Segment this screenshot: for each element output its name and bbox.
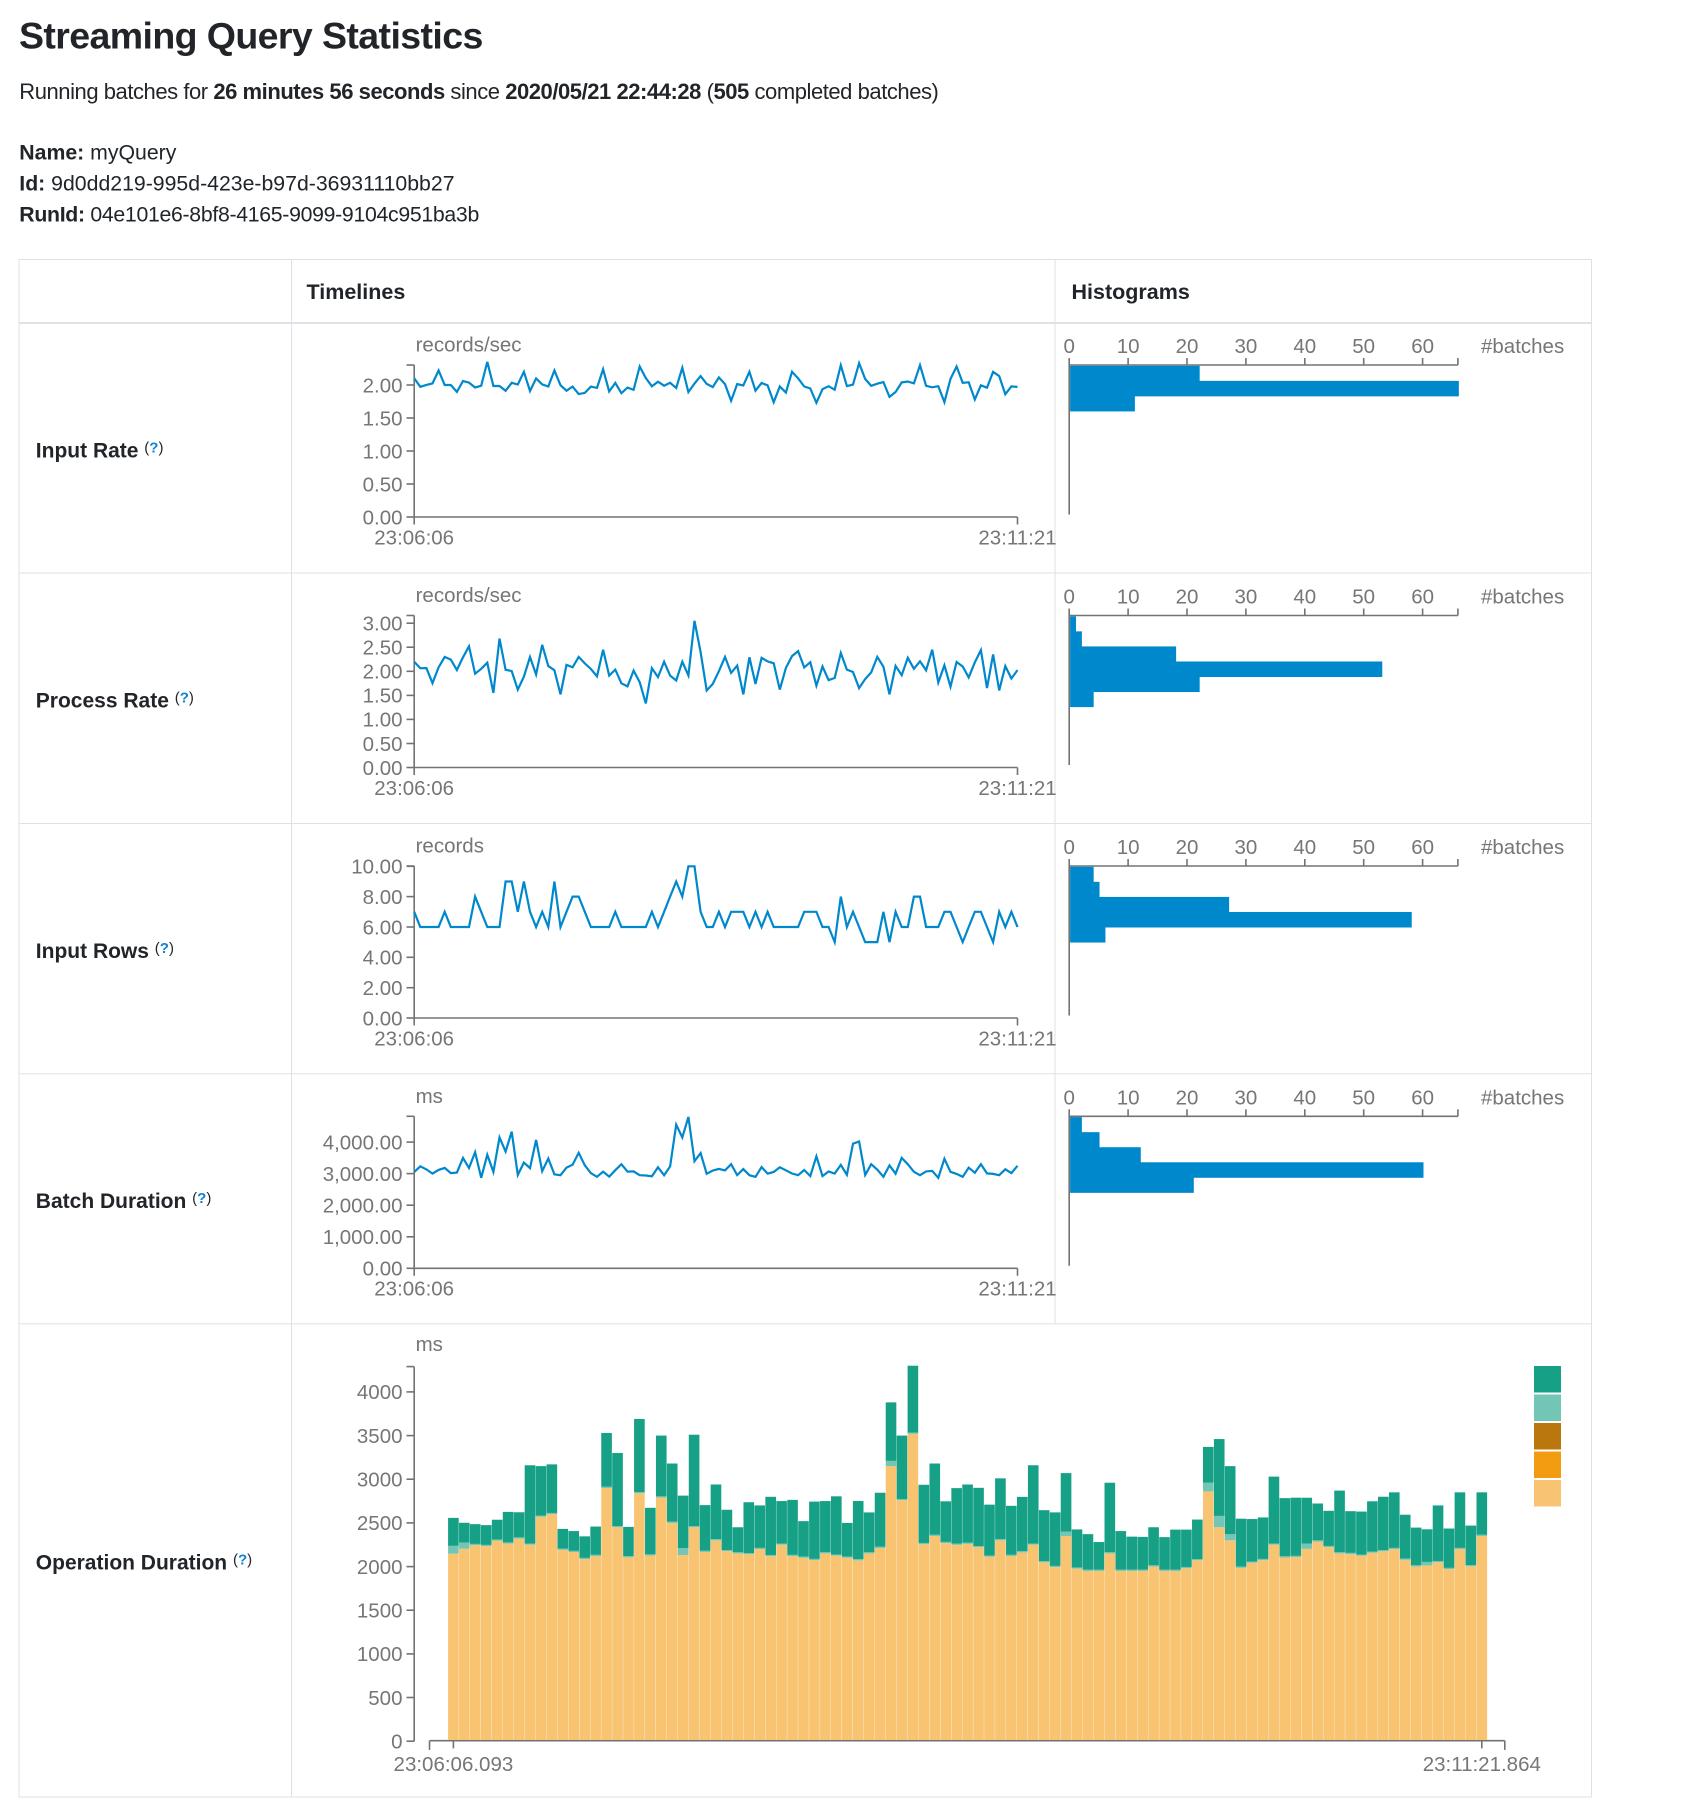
svg-text:23:06:06: 23:06:06 bbox=[374, 526, 454, 549]
svg-text:#batches: #batches bbox=[1481, 1086, 1564, 1109]
svg-text:50: 50 bbox=[1352, 1086, 1375, 1109]
svg-text:8.00: 8.00 bbox=[363, 886, 403, 909]
svg-text:0.50: 0.50 bbox=[363, 473, 403, 496]
svg-text:4,000.00: 4,000.00 bbox=[323, 1131, 403, 1154]
svg-text:2.00: 2.00 bbox=[363, 661, 403, 684]
svg-text:Input Rows (?): Input Rows (?) bbox=[36, 940, 174, 963]
svg-text:4.00: 4.00 bbox=[363, 947, 403, 970]
svg-text:records: records bbox=[416, 835, 484, 858]
svg-text:1.50: 1.50 bbox=[363, 685, 403, 708]
svg-text:60: 60 bbox=[1411, 836, 1434, 859]
svg-text:1500: 1500 bbox=[357, 1600, 403, 1623]
svg-text:RunId: 04e101e6-8bf8-4165-9099: RunId: 04e101e6-8bf8-4165-9099-9104c951b… bbox=[19, 203, 479, 227]
svg-text:#batches: #batches bbox=[1481, 586, 1564, 609]
svg-text:0.00: 0.00 bbox=[363, 1007, 403, 1030]
svg-text:1.00: 1.00 bbox=[363, 709, 403, 732]
svg-text:Operation Duration (?): Operation Duration (?) bbox=[36, 1552, 252, 1575]
svg-text:0: 0 bbox=[1063, 586, 1074, 609]
svg-text:Streaming Query Statistics: Streaming Query Statistics bbox=[19, 15, 483, 57]
svg-text:23:06:06.093: 23:06:06.093 bbox=[394, 1753, 514, 1776]
svg-text:30: 30 bbox=[1234, 1086, 1257, 1109]
svg-text:Input Rate (?): Input Rate (?) bbox=[36, 440, 164, 463]
svg-text:40: 40 bbox=[1293, 836, 1316, 859]
svg-text:20: 20 bbox=[1176, 836, 1199, 859]
svg-text:23:11:21: 23:11:21 bbox=[978, 777, 1056, 800]
svg-text:10.00: 10.00 bbox=[351, 856, 402, 879]
svg-text:40: 40 bbox=[1293, 586, 1316, 609]
svg-text:23:06:06: 23:06:06 bbox=[374, 1027, 454, 1050]
svg-text:23:06:06: 23:06:06 bbox=[374, 1278, 454, 1301]
svg-text:10: 10 bbox=[1117, 335, 1140, 358]
svg-text:20: 20 bbox=[1176, 1086, 1199, 1109]
svg-text:50: 50 bbox=[1352, 335, 1375, 358]
svg-text:23:11:21: 23:11:21 bbox=[978, 526, 1056, 549]
svg-text:0.00: 0.00 bbox=[363, 1258, 403, 1281]
svg-text:0.50: 0.50 bbox=[363, 733, 403, 756]
svg-text:23:11:21: 23:11:21 bbox=[978, 1027, 1056, 1050]
svg-text:0: 0 bbox=[391, 1731, 402, 1754]
svg-text:#batches: #batches bbox=[1481, 836, 1564, 859]
svg-text:Timelines: Timelines bbox=[307, 280, 406, 304]
svg-text:20: 20 bbox=[1176, 335, 1199, 358]
svg-text:30: 30 bbox=[1234, 836, 1257, 859]
svg-text:20: 20 bbox=[1176, 586, 1199, 609]
svg-text:ms: ms bbox=[416, 1085, 443, 1108]
svg-text:0: 0 bbox=[1063, 836, 1074, 859]
svg-text:3000: 3000 bbox=[357, 1469, 403, 1492]
svg-text:2.00: 2.00 bbox=[363, 374, 403, 397]
svg-text:40: 40 bbox=[1293, 335, 1316, 358]
svg-text:40: 40 bbox=[1293, 1086, 1316, 1109]
svg-text:3.00: 3.00 bbox=[363, 613, 403, 636]
svg-text:2.00: 2.00 bbox=[363, 977, 403, 1000]
svg-text:60: 60 bbox=[1411, 335, 1434, 358]
svg-text:Process Rate (?): Process Rate (?) bbox=[36, 690, 194, 713]
svg-text:10: 10 bbox=[1117, 836, 1140, 859]
svg-text:500: 500 bbox=[368, 1687, 402, 1710]
svg-text:50: 50 bbox=[1352, 836, 1375, 859]
svg-text:2500: 2500 bbox=[357, 1512, 403, 1535]
svg-text:23:11:21.864: 23:11:21.864 bbox=[1423, 1753, 1541, 1776]
svg-text:Name: myQuery: Name: myQuery bbox=[19, 141, 176, 165]
svg-text:records/sec: records/sec bbox=[416, 334, 522, 357]
svg-text:ms: ms bbox=[416, 1333, 443, 1356]
svg-text:0: 0 bbox=[1063, 335, 1074, 358]
svg-text:3,000.00: 3,000.00 bbox=[323, 1163, 403, 1186]
svg-text:60: 60 bbox=[1411, 586, 1434, 609]
svg-text:4000: 4000 bbox=[357, 1381, 403, 1404]
svg-text:1000: 1000 bbox=[357, 1643, 403, 1666]
svg-text:records/sec: records/sec bbox=[416, 584, 522, 607]
svg-text:2,000.00: 2,000.00 bbox=[323, 1195, 403, 1218]
svg-text:Id: 9d0dd219-995d-423e-b97d-36: Id: 9d0dd219-995d-423e-b97d-36931110bb27 bbox=[19, 172, 454, 196]
svg-text:0: 0 bbox=[1063, 1086, 1074, 1109]
svg-text:#batches: #batches bbox=[1481, 335, 1564, 358]
svg-text:1.50: 1.50 bbox=[363, 407, 403, 430]
svg-text:Running batches for 26 minutes: Running batches for 26 minutes 56 second… bbox=[19, 79, 938, 104]
svg-text:0.00: 0.00 bbox=[363, 757, 403, 780]
svg-text:Histograms: Histograms bbox=[1072, 280, 1190, 304]
svg-text:Batch Duration (?): Batch Duration (?) bbox=[36, 1190, 212, 1213]
svg-text:30: 30 bbox=[1234, 335, 1257, 358]
svg-text:2000: 2000 bbox=[357, 1556, 403, 1579]
svg-text:2.50: 2.50 bbox=[363, 637, 403, 660]
svg-text:23:11:21: 23:11:21 bbox=[978, 1278, 1056, 1301]
svg-text:10: 10 bbox=[1117, 1086, 1140, 1109]
svg-text:0.00: 0.00 bbox=[363, 506, 403, 529]
svg-text:50: 50 bbox=[1352, 586, 1375, 609]
svg-text:1,000.00: 1,000.00 bbox=[323, 1226, 403, 1249]
svg-text:3500: 3500 bbox=[357, 1425, 403, 1448]
svg-text:6.00: 6.00 bbox=[363, 916, 403, 939]
svg-text:30: 30 bbox=[1234, 586, 1257, 609]
svg-text:60: 60 bbox=[1411, 1086, 1434, 1109]
svg-text:1.00: 1.00 bbox=[363, 440, 403, 463]
svg-text:23:06:06: 23:06:06 bbox=[374, 777, 454, 800]
svg-text:10: 10 bbox=[1117, 586, 1140, 609]
